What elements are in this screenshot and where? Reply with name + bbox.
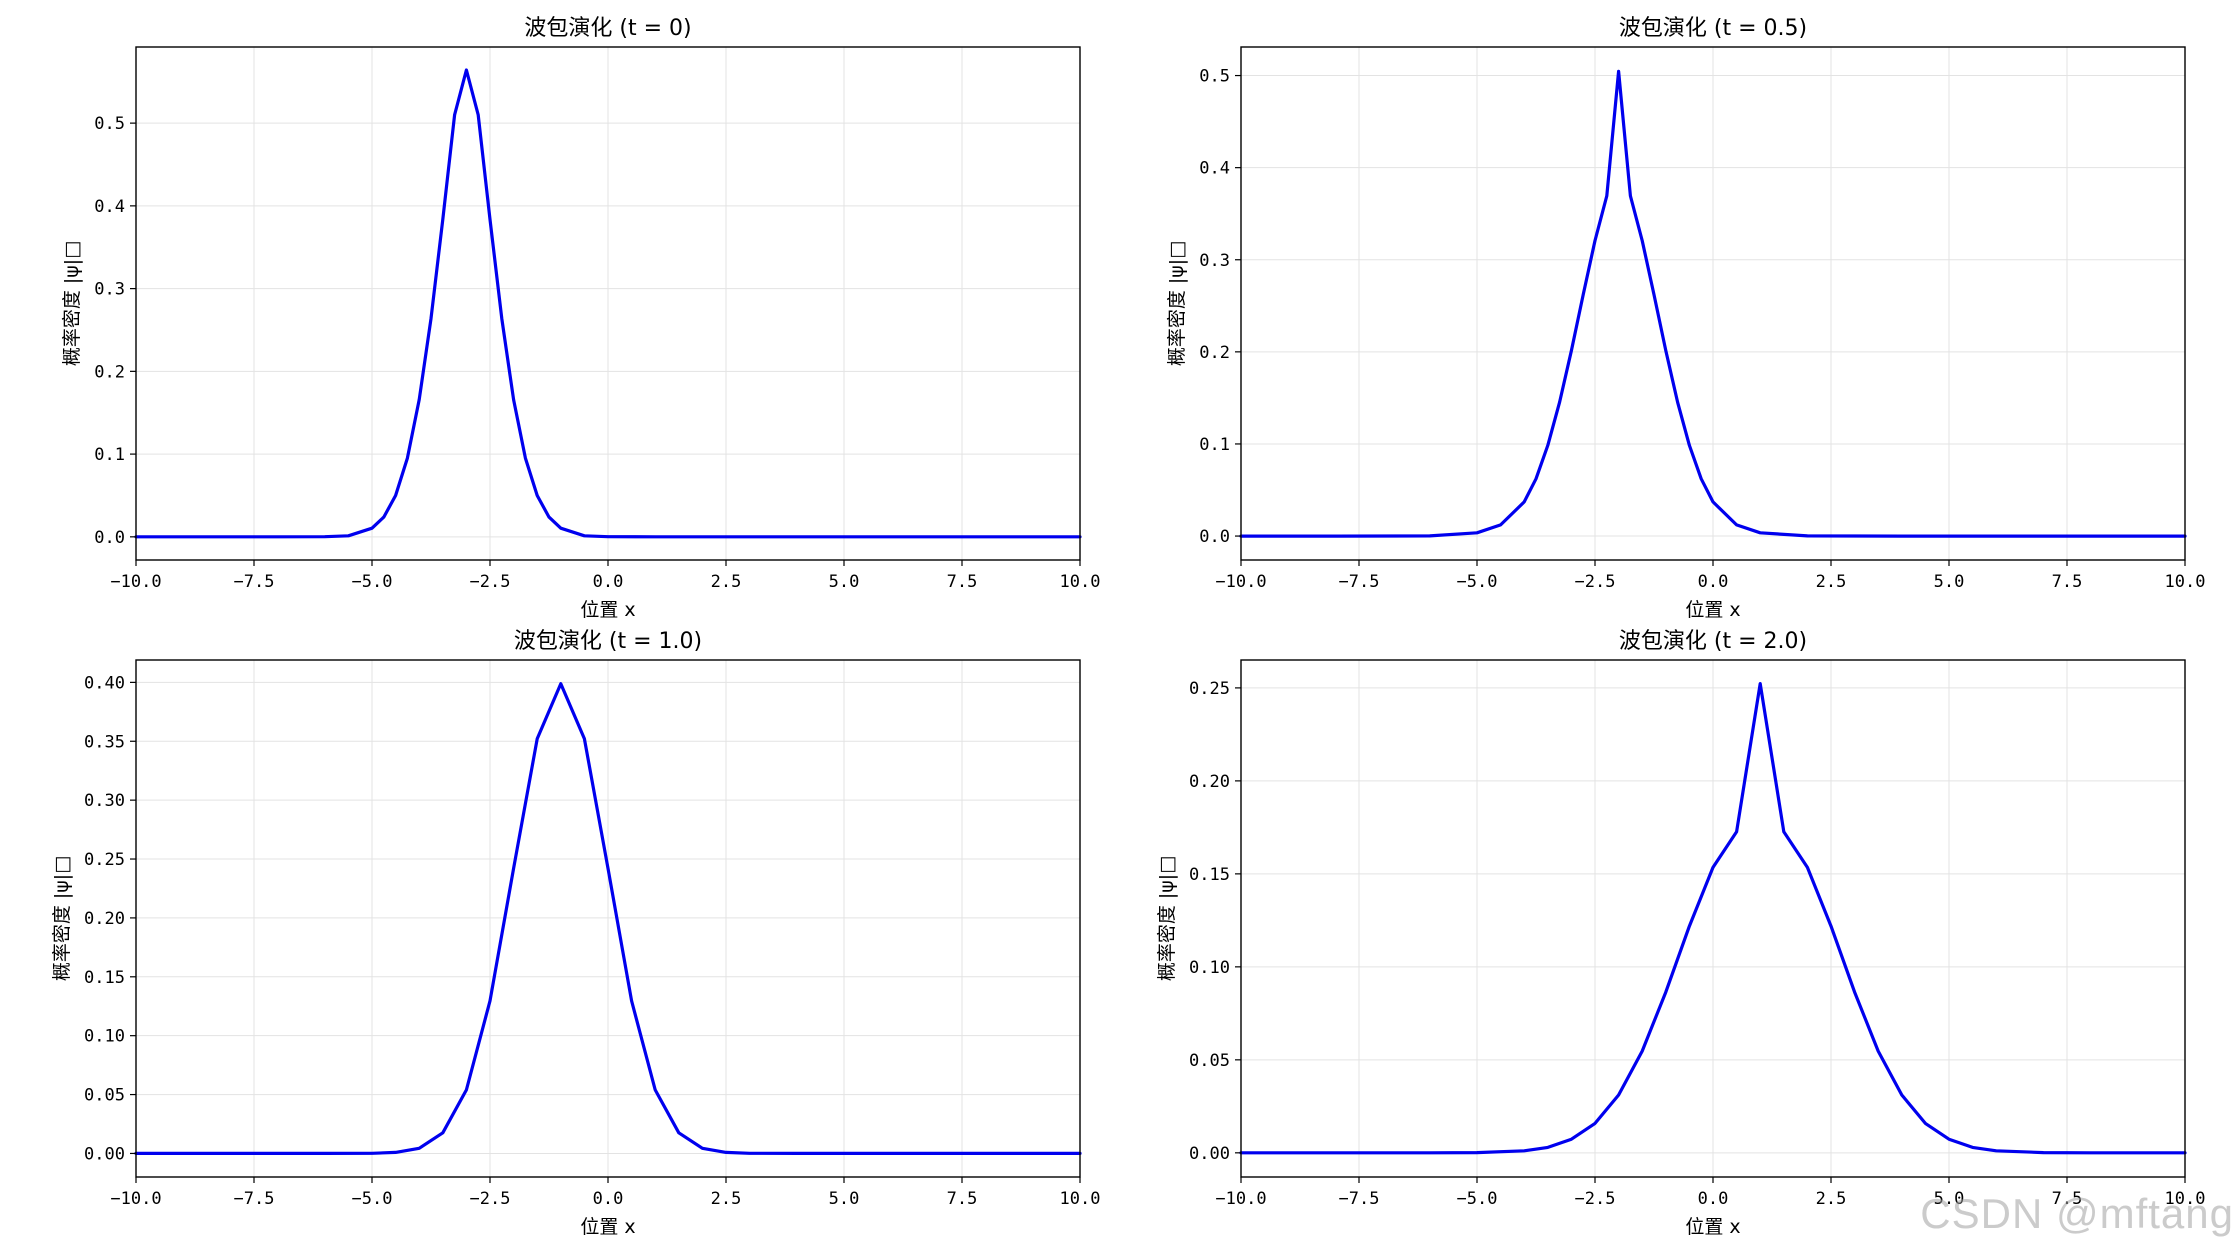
y-tick-label: 0.15	[1189, 865, 1230, 885]
x-axis-label: 位置 x	[580, 599, 635, 621]
y-tick-label: 0.20	[84, 909, 125, 929]
y-tick-label: 0.35	[84, 732, 125, 752]
x-tick-label: 2.5	[1816, 572, 1847, 592]
x-tick-label: 2.5	[711, 1189, 742, 1209]
x-tick-label: −10.0	[110, 1189, 161, 1209]
y-tick-label: 0.4	[1199, 159, 1230, 179]
y-tick-label: 0.3	[94, 280, 125, 300]
x-axis-label: 位置 x	[1685, 1216, 1740, 1238]
x-axis-label: 位置 x	[580, 1216, 635, 1238]
y-tick-label: 0.10	[1189, 958, 1230, 978]
chart-title: 波包演化 (t = 0.5)	[1619, 16, 1807, 41]
x-tick-label: −2.5	[1575, 1189, 1616, 1209]
y-tick-label: 0.1	[94, 445, 125, 465]
x-tick-label: 0.0	[1698, 1189, 1729, 1209]
x-tick-label: −5.0	[1457, 1189, 1498, 1209]
x-tick-label: −2.5	[1575, 572, 1616, 592]
chart-title: 波包演化 (t = 2.0)	[1619, 629, 1807, 654]
x-tick-label: −10.0	[1215, 572, 1266, 592]
x-tick-label: 10.0	[1060, 1189, 1101, 1209]
y-tick-label: 0.1	[1199, 435, 1230, 455]
x-tick-label: 7.5	[947, 1189, 978, 1209]
x-tick-label: −2.5	[470, 572, 511, 592]
x-tick-label: 7.5	[947, 572, 978, 592]
x-tick-label: 10.0	[2165, 572, 2206, 592]
x-tick-label: 0.0	[593, 1189, 624, 1209]
y-tick-label: 0.0	[94, 528, 125, 548]
chart-title: 波包演化 (t = 1.0)	[514, 629, 702, 654]
x-tick-label: 10.0	[1060, 572, 1101, 592]
x-tick-label: 0.0	[593, 572, 624, 592]
series-line-1	[1239, 681, 2187, 1155]
x-tick-label: −7.5	[234, 572, 275, 592]
y-axis-label: 概率密度 |ψ|□	[1156, 856, 1178, 981]
y-axis-label: 概率密度 |ψ|□	[1166, 241, 1188, 366]
series-line-1	[134, 682, 1082, 1156]
y-tick-label: 0.2	[94, 362, 125, 382]
x-tick-label: 5.0	[1934, 1189, 1965, 1209]
x-tick-label: −7.5	[1339, 572, 1380, 592]
x-tick-label: 0.0	[1698, 572, 1729, 592]
y-tick-label: 0.5	[94, 114, 125, 134]
y-tick-label: 0.25	[1189, 679, 1230, 699]
series-line-1	[1239, 69, 2187, 538]
x-tick-label: −2.5	[470, 1189, 511, 1209]
y-tick-label: 0.0	[1199, 527, 1230, 547]
y-tick-label: 0.00	[1189, 1144, 1230, 1164]
y-tick-label: 0.5	[1199, 67, 1230, 87]
x-tick-label: 5.0	[829, 1189, 860, 1209]
x-tick-label: 2.5	[711, 572, 742, 592]
x-tick-label: 10.0	[2165, 1189, 2206, 1209]
x-tick-label: 2.5	[1816, 1189, 1847, 1209]
x-tick-label: −10.0	[110, 572, 161, 592]
y-tick-label: 0.2	[1199, 343, 1230, 363]
x-tick-label: 5.0	[829, 572, 860, 592]
y-tick-label: 0.05	[84, 1086, 125, 1106]
x-tick-label: −7.5	[1339, 1189, 1380, 1209]
y-axis-label: 概率密度 |ψ|□	[61, 241, 83, 366]
x-tick-label: −7.5	[234, 1189, 275, 1209]
x-tick-label: −5.0	[352, 1189, 393, 1209]
chart-panel-2: −10.0 −7.5 −5.0 −2.5 0.0 2.5 5.0 7.5 10.0 0.0 0.1 0…	[1166, 16, 2205, 621]
x-tick-label: 7.5	[2052, 572, 2083, 592]
y-tick-label: 0.3	[1199, 251, 1230, 271]
y-tick-label: 0.15	[84, 968, 125, 988]
y-tick-label: 0.25	[84, 850, 125, 870]
y-tick-label: 0.40	[84, 673, 125, 693]
series-line-1	[134, 68, 1082, 539]
y-axis-label: 概率密度 |ψ|□	[51, 856, 73, 981]
x-tick-label: 7.5	[2052, 1189, 2083, 1209]
y-tick-label: 0.05	[1189, 1051, 1230, 1071]
x-tick-label: −5.0	[352, 572, 393, 592]
chart-panel-4: −10.0 −7.5 −5.0 −2.5 0.0 2.5 5.0 7.5 10.0 0.00 0.0…	[1156, 629, 2206, 1238]
y-tick-label: 0.4	[94, 197, 125, 217]
x-axis-label: 位置 x	[1685, 599, 1740, 621]
watermark: CSDN @mftang	[1920, 1190, 2234, 1237]
y-tick-label: 0.10	[84, 1027, 125, 1047]
chart-panel-3: −10.0 −7.5 −5.0 −2.5 0.0 2.5 5.0 7.5 10.0 0.00 0.0…	[51, 629, 1101, 1238]
x-tick-label: −10.0	[1215, 1189, 1266, 1209]
y-tick-label: 0.00	[84, 1144, 125, 1164]
x-tick-label: −5.0	[1457, 572, 1498, 592]
y-tick-label: 0.20	[1189, 772, 1230, 792]
y-tick-label: 0.30	[84, 791, 125, 811]
x-tick-label: 5.0	[1934, 572, 1965, 592]
chart-panel-1: −10.0 −7.5 −5.0 −2.5 0.0 2.5 5.0 7.5 10.0 0.0 0.1 0…	[61, 16, 1100, 621]
chart-title: 波包演化 (t = 0)	[524, 16, 691, 41]
